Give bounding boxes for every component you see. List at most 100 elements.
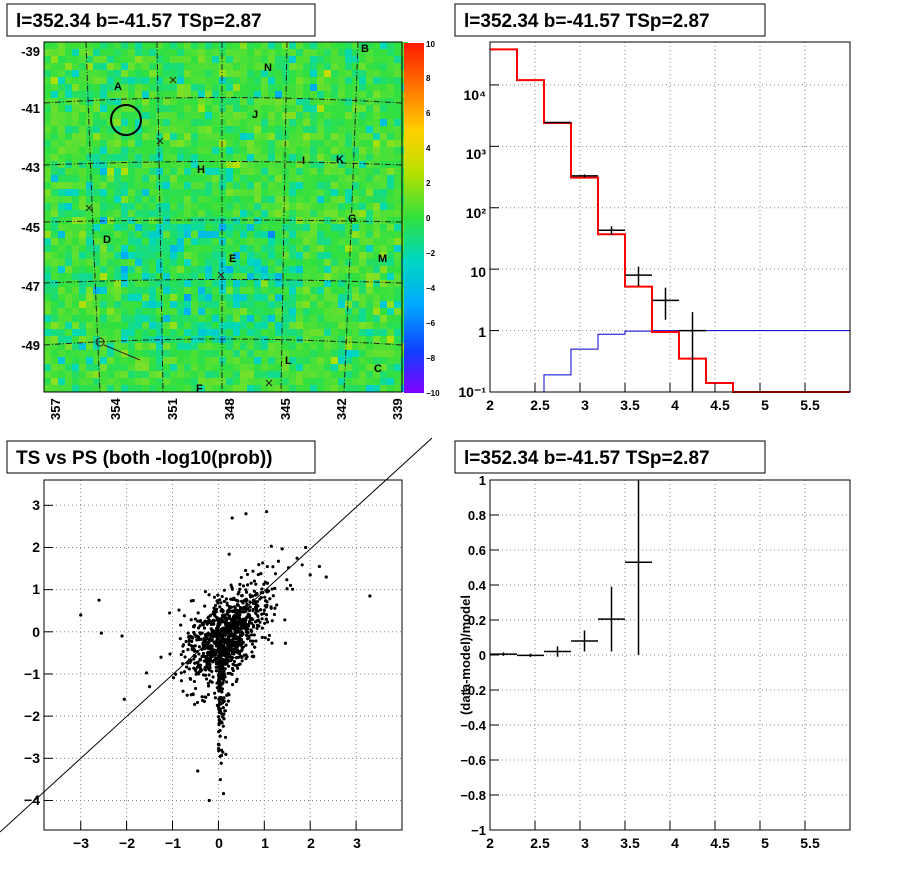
skymap-pixel [163, 357, 170, 364]
skymap-pixel [254, 252, 261, 259]
skymap-pixel [226, 259, 233, 266]
skymap-pixel [275, 196, 282, 203]
skymap-pixel [345, 105, 352, 112]
skymap-pixel [135, 140, 142, 147]
skymap-pixel [268, 56, 275, 63]
skymap-pixel [142, 147, 149, 154]
skymap-pixel [191, 154, 198, 161]
skymap-pixel [128, 287, 135, 294]
scatter-point [219, 601, 223, 605]
skymap-pixel [177, 49, 184, 56]
skymap-pixel [359, 294, 366, 301]
scatter-point [195, 638, 199, 642]
skymap-pixel [72, 266, 79, 273]
skymap-pixel [380, 217, 387, 224]
skymap-pixel [240, 49, 247, 56]
skymap-pixel [394, 259, 401, 266]
skymap-pixel [324, 189, 331, 196]
skymap-pixel [212, 322, 219, 329]
skymap-pixel [233, 98, 240, 105]
skymap-pixel [65, 350, 72, 357]
skymap-pixel [324, 70, 331, 77]
skymap-pixel [394, 98, 401, 105]
skymap-pixel [72, 294, 79, 301]
skymap-pixel [268, 210, 275, 217]
skymap-title: l=352.34 b=-41.57 TSp=2.87 [16, 11, 262, 32]
skymap-pixel [352, 378, 359, 385]
skymap-pixel [233, 224, 240, 231]
skymap-pixel [128, 63, 135, 70]
colorbar-ticks: 10 8 6 4 2 0 −2 −4 −6 −8 −10 [426, 40, 440, 398]
skymap-pixel [331, 322, 338, 329]
skymap-pixel [135, 63, 142, 70]
skymap-pixel [205, 294, 212, 301]
scatter-point [211, 675, 215, 679]
skymap-pixel [387, 259, 394, 266]
scatter-point [214, 604, 217, 607]
scatter-point [213, 691, 217, 695]
scatter-point [195, 671, 199, 675]
skymap-pixel [247, 168, 254, 175]
skymap-pixel [156, 287, 163, 294]
skymap-pixel [296, 357, 303, 364]
skymap-pixel [373, 42, 380, 49]
skymap-pixel [205, 140, 212, 147]
skymap-pixel [366, 266, 373, 273]
scatter-point [255, 626, 259, 630]
skymap-pixel [317, 210, 324, 217]
skymap-grid [43, 41, 403, 393]
skymap-y-tick: -45 [21, 220, 40, 235]
skymap-pixel [51, 84, 58, 91]
skymap-pixel [275, 63, 282, 70]
skymap-pixel [93, 175, 100, 182]
skymap-pixel [135, 315, 142, 322]
skymap-pixel [72, 378, 79, 385]
skymap-pixel [156, 91, 163, 98]
skymap-pixel [352, 112, 359, 119]
skymap-pixel [359, 105, 366, 112]
source-label-e: E [229, 253, 236, 265]
skymap-pixel [135, 70, 142, 77]
skymap-pixel [296, 182, 303, 189]
skymap-pixel [58, 42, 65, 49]
colorbar-tick: 6 [426, 109, 431, 118]
colorbar-tick: −6 [426, 319, 436, 328]
skymap-pixel [128, 98, 135, 105]
skymap-pixel [198, 259, 205, 266]
skymap-pixel [296, 196, 303, 203]
skymap-pixel [198, 252, 205, 259]
skymap-pixel [107, 63, 114, 70]
skymap-pixel [331, 245, 338, 252]
skymap-pixel [79, 119, 86, 126]
skymap-pixel [254, 175, 261, 182]
skymap-pixel [226, 161, 233, 168]
skymap-pixel [345, 287, 352, 294]
skymap-pixel [58, 371, 65, 378]
skymap-pixel [156, 385, 163, 392]
skymap-pixel [233, 63, 240, 70]
skymap-pixel [324, 364, 331, 371]
skymap-pixel [65, 147, 72, 154]
skymap-pixel [289, 105, 296, 112]
skymap-pixel [142, 70, 149, 77]
skymap-pixel [289, 245, 296, 252]
skymap-pixel [177, 252, 184, 259]
skymap-pixel [387, 154, 394, 161]
skymap-pixel [275, 56, 282, 63]
skymap-pixel [121, 154, 128, 161]
skymap-pixel [156, 133, 163, 140]
skymap-pixel [254, 238, 261, 245]
skymap-pixel [268, 119, 275, 126]
skymap-pixel [226, 343, 233, 350]
skymap-pixel [359, 161, 366, 168]
skymap-pixel [135, 56, 142, 63]
skymap-pixel [149, 161, 156, 168]
skymap-pixel [282, 217, 289, 224]
skymap-pixel [394, 140, 401, 147]
skymap-pixel [65, 168, 72, 175]
scatter-point [263, 636, 267, 640]
skymap-pixel [135, 161, 142, 168]
skymap-pixel [107, 294, 114, 301]
skymap-pixel [289, 364, 296, 371]
skymap-pixel [149, 182, 156, 189]
